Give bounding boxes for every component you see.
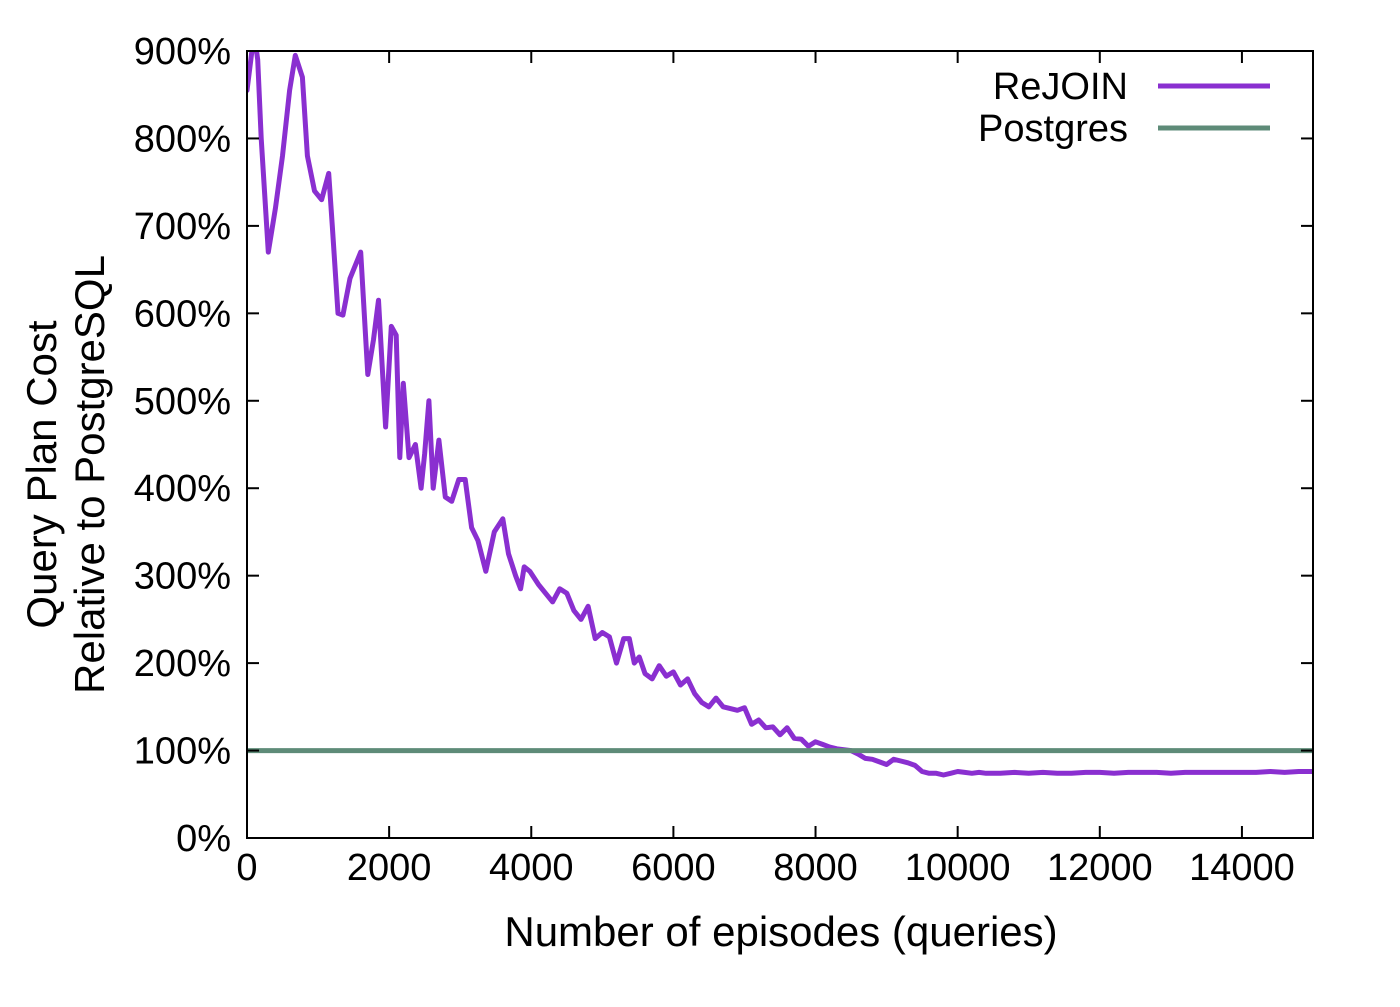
plot-frame bbox=[246, 50, 1314, 839]
x-tick-label: 8000 bbox=[773, 847, 858, 889]
legend-label: ReJOIN bbox=[993, 66, 1128, 108]
x-axis-label: Number of episodes (queries) bbox=[504, 908, 1057, 955]
series-line-rejoin bbox=[247, 51, 1313, 778]
y-tick-label: 200% bbox=[134, 643, 231, 685]
x-tick-label: 10000 bbox=[905, 847, 1011, 889]
x-tick-label: 12000 bbox=[1047, 847, 1153, 889]
labels-layer: 0% 100% 200% 300% 400% 500% 600% 700% 800% 900% 0 2… bbox=[18, 31, 1295, 955]
x-tick-label: 2000 bbox=[347, 847, 432, 889]
y-tick-label: 900% bbox=[134, 31, 231, 73]
y-tick-label: 600% bbox=[134, 293, 231, 335]
series-layer bbox=[247, 51, 1313, 778]
legend-label: Postgres bbox=[978, 108, 1128, 150]
x-tick-label: 14000 bbox=[1189, 847, 1295, 889]
x-tick-label: 4000 bbox=[489, 847, 574, 889]
y-axis-label: Query Plan CostRelative to PostgreSQL bbox=[18, 255, 113, 694]
y-tick-label: 300% bbox=[134, 556, 231, 598]
x-tick-label: 0 bbox=[236, 847, 257, 889]
y-tick-label: 400% bbox=[134, 468, 231, 510]
y-tick-label: 800% bbox=[134, 118, 231, 160]
y-tick-label: 500% bbox=[134, 381, 231, 423]
plot-area bbox=[247, 51, 1313, 778]
x-tick-label: 6000 bbox=[631, 847, 716, 889]
y-tick-label: 100% bbox=[134, 731, 231, 773]
y-axis-label-line: Query Plan Cost bbox=[18, 320, 65, 628]
y-tick-label: 700% bbox=[134, 206, 231, 248]
y-tick-label: 0% bbox=[176, 818, 231, 860]
ticks-layer bbox=[246, 50, 1313, 839]
y-axis-label-line: Relative to PostgreSQL bbox=[66, 255, 113, 694]
